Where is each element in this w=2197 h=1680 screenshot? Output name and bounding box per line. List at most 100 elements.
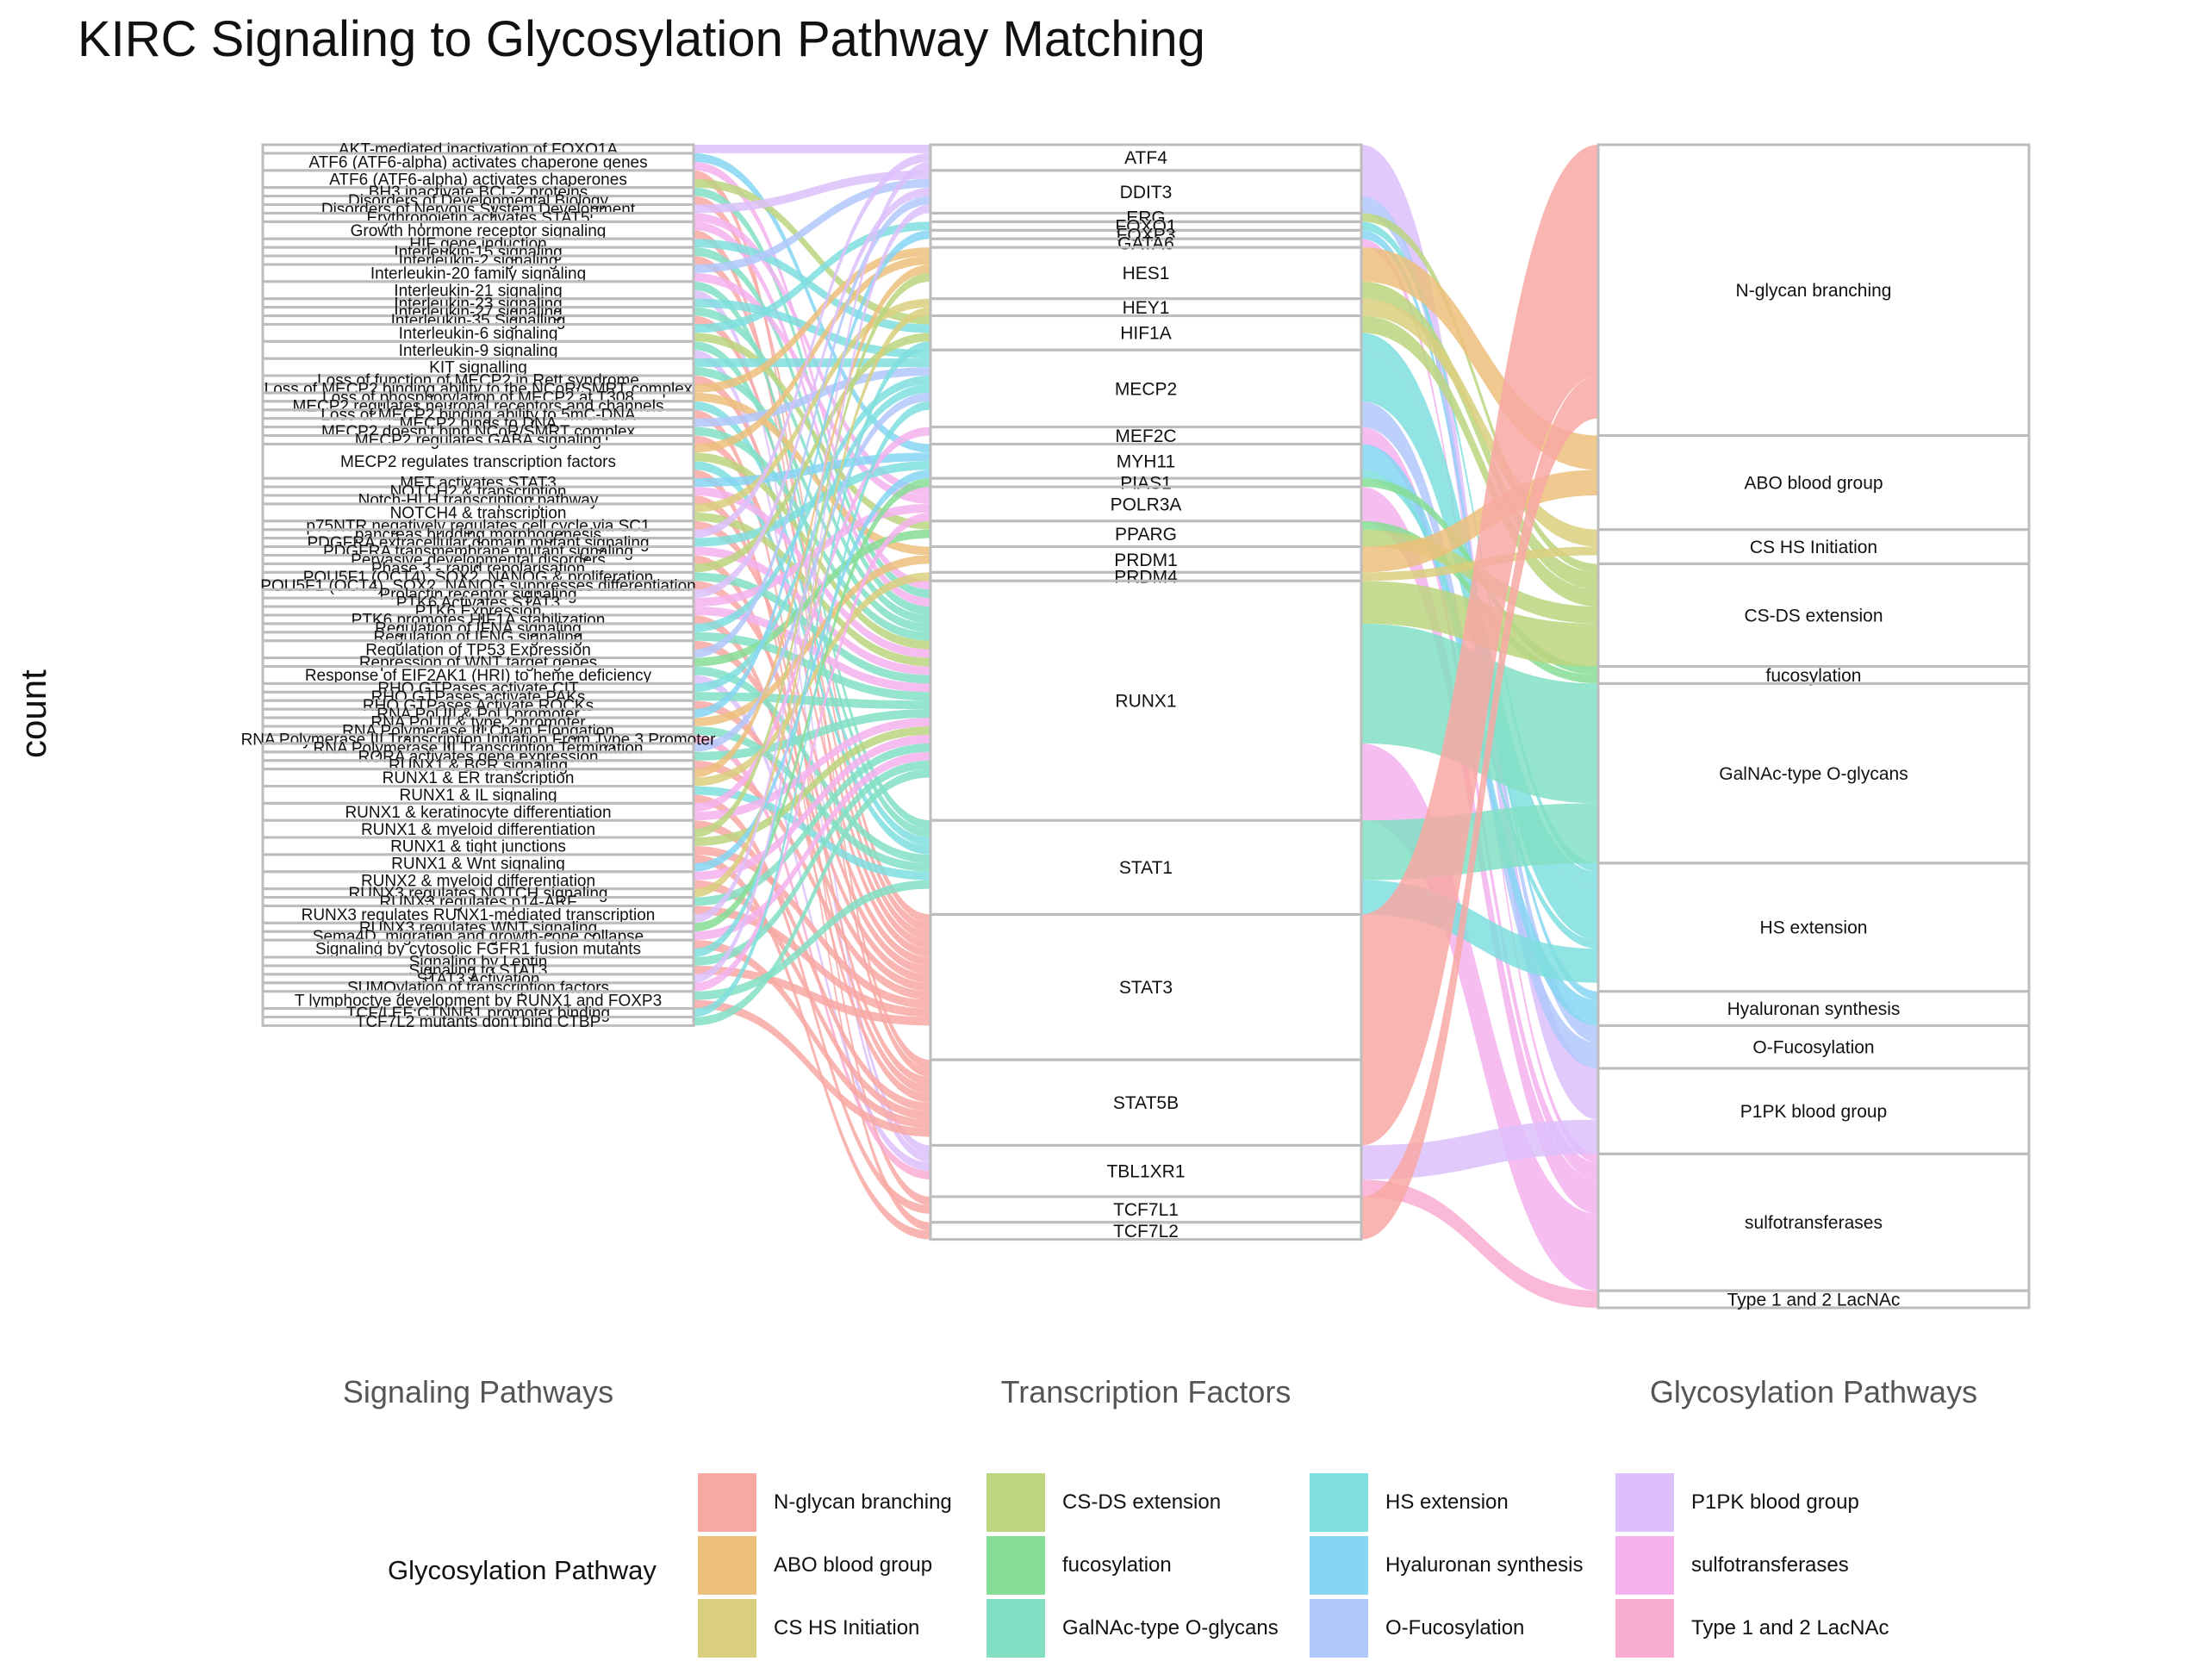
flow-ribbon bbox=[694, 940, 930, 1129]
stratum-label: STAT5B bbox=[1113, 1093, 1179, 1113]
flow-ribbon bbox=[694, 709, 930, 761]
flow-ribbon bbox=[694, 204, 930, 983]
legend-title: Glycosylation Pathway bbox=[388, 1555, 657, 1585]
flow-ribbon bbox=[1361, 1179, 1598, 1308]
flow-ribbon bbox=[694, 264, 930, 778]
stratum-label: PIAS1 bbox=[1120, 473, 1172, 493]
legend-item: CS-DS extension bbox=[986, 1473, 1305, 1532]
flow-ribbon bbox=[694, 170, 930, 214]
legend: Glycosylation Pathway N-glycan branching… bbox=[379, 1465, 2016, 1671]
stratum-label: Signaling by cytosolic FGFR1 fusion muta… bbox=[315, 941, 641, 959]
legend-item: Type 1 and 2 LacNAc bbox=[1615, 1599, 1934, 1658]
flow-ribbon bbox=[694, 145, 930, 153]
flow-ribbon bbox=[694, 435, 930, 958]
flow-ribbon bbox=[694, 718, 930, 821]
legend-label: GalNAc-type O-glycans bbox=[1062, 1616, 1279, 1640]
flow-ribbon bbox=[694, 743, 930, 906]
flow-ribbon bbox=[694, 178, 930, 273]
stratum-label: MECP2 regulates GABA signaling bbox=[355, 432, 601, 450]
flow-ribbon bbox=[694, 999, 930, 1137]
legend-label: ABO blood group bbox=[774, 1553, 933, 1577]
stratum-label: RUNX3 regulates RUNX1-mediated transcrip… bbox=[302, 906, 656, 924]
flow-ribbon bbox=[694, 401, 930, 1017]
stratum-label: KIT signalling bbox=[429, 359, 527, 377]
stratum-box bbox=[1596, 1289, 2031, 1310]
flow-ribbon bbox=[694, 221, 930, 333]
stratum-label: NOTCH4 & transcription bbox=[390, 504, 567, 522]
stratum-label: ERG bbox=[1126, 208, 1166, 228]
stratum-label: Interleukin-20 family signaling bbox=[370, 265, 586, 283]
stratum-label: RUNX1 & tight junctions bbox=[390, 838, 566, 856]
stratum-label: N-glycan branching bbox=[1736, 281, 1892, 301]
legend-swatch bbox=[986, 1536, 1045, 1595]
flow-ribbon bbox=[1361, 298, 1598, 547]
chart-title: KIRC Signaling to Glycosylation Pathway … bbox=[78, 11, 1205, 67]
flow-ribbon bbox=[694, 572, 930, 787]
legend-item: fucosylation bbox=[986, 1536, 1305, 1595]
legend-swatch bbox=[1615, 1473, 1674, 1532]
flow-ribbon bbox=[694, 905, 930, 1017]
flow-ribbon bbox=[694, 726, 930, 872]
flow-ribbon bbox=[694, 298, 930, 513]
stratum-label: ATF6 (ATF6-alpha) activates chaperone ge… bbox=[308, 154, 647, 172]
stratum-label: MECP2 regulates transcription factors bbox=[340, 453, 616, 471]
legend-item: P1PK blood group bbox=[1615, 1473, 1934, 1532]
flow-ribbon bbox=[694, 470, 930, 1231]
node-layer: AKT-mediated inactivation of FOXO1AATF6 … bbox=[241, 141, 2031, 1310]
flow-ribbon bbox=[694, 555, 930, 726]
legend-swatch bbox=[986, 1473, 1045, 1532]
flow-ribbon bbox=[694, 196, 930, 658]
flow-ribbon bbox=[694, 272, 930, 838]
alluvial-plot: AKT-mediated inactivation of FOXO1AATF6 … bbox=[241, 141, 2031, 1310]
flow-ribbon bbox=[694, 546, 930, 675]
stratum-box bbox=[929, 1221, 1363, 1241]
legend-label: P1PK blood group bbox=[1691, 1490, 1859, 1514]
stratum-label: POLR3A bbox=[1111, 495, 1182, 514]
flow-ribbon bbox=[694, 768, 930, 1026]
stratum-label: GalNAc-type O-glycans bbox=[1719, 764, 1908, 784]
legend-item: O-Fucosylation bbox=[1310, 1599, 1628, 1658]
stratum-label: Interleukin-6 signaling bbox=[399, 325, 558, 343]
axis-label-transcription-factors: Transcription Factors bbox=[1000, 1374, 1291, 1409]
stratum-label: Regulation of TP53 Expression bbox=[365, 641, 591, 659]
flow-ribbon bbox=[694, 880, 930, 1000]
stratum-label: fucosylation bbox=[1766, 666, 1862, 686]
stratum-label: PRDM4 bbox=[1114, 568, 1178, 588]
flow-ribbon bbox=[694, 734, 930, 880]
flow-ribbon bbox=[694, 786, 930, 880]
flow-ribbon bbox=[1361, 289, 1598, 1146]
stratum-label: PRDM1 bbox=[1114, 551, 1178, 570]
stratum-label: HEY1 bbox=[1123, 298, 1170, 318]
legend-swatch bbox=[1615, 1536, 1674, 1595]
stratum-label: STAT3 bbox=[1119, 978, 1173, 998]
stratum-label: Interleukin-21 signaling bbox=[394, 282, 562, 300]
stratum-label: P1PK blood group bbox=[1740, 1102, 1887, 1122]
legend-item: N-glycan branching bbox=[698, 1473, 1017, 1532]
legend-label: N-glycan branching bbox=[774, 1490, 952, 1514]
flow-ribbon bbox=[694, 187, 930, 599]
stratum-label: DDIT3 bbox=[1120, 183, 1173, 202]
flow-ribbon bbox=[694, 289, 930, 1154]
stratum-label: Growth hormone receptor signaling bbox=[351, 222, 607, 240]
legend-item: HS extension bbox=[1310, 1473, 1628, 1532]
stratum-label: Hyaluronan synthesis bbox=[1727, 999, 1901, 1019]
legend-label: sulfotransferases bbox=[1691, 1553, 1849, 1577]
legend-item: CS HS Initiation bbox=[698, 1599, 1017, 1658]
flow-ribbon bbox=[1361, 376, 1598, 1223]
stratum-label: TBL1XR1 bbox=[1106, 1162, 1185, 1182]
stratum-label: RUNX1 & IL signaling bbox=[399, 787, 557, 805]
flow-layer bbox=[694, 145, 1598, 1308]
legend-label: Hyaluronan synthesis bbox=[1385, 1553, 1584, 1577]
flow-ribbon bbox=[694, 794, 930, 1214]
stratum-box bbox=[261, 1016, 695, 1027]
stratum-label: Response of EIF2AK1 (HRI) to heme defici… bbox=[305, 667, 652, 685]
stratum-label: FOXO1 bbox=[1115, 217, 1176, 237]
stratum-label: ATF6 (ATF6-alpha) activates chaperones bbox=[329, 171, 627, 189]
stratum-label: RUNX1 & myeloid differentiation bbox=[361, 821, 595, 839]
flow-ribbon bbox=[694, 854, 930, 1240]
stratum-label: HES1 bbox=[1123, 264, 1170, 283]
stratum-label: RUNX1 bbox=[1115, 692, 1176, 712]
stratum-label: Interleukin-9 signaling bbox=[399, 342, 558, 360]
axis-label-glycosylation: Glycosylation Pathways bbox=[1649, 1374, 1978, 1409]
legend-label: HS extension bbox=[1385, 1490, 1509, 1514]
